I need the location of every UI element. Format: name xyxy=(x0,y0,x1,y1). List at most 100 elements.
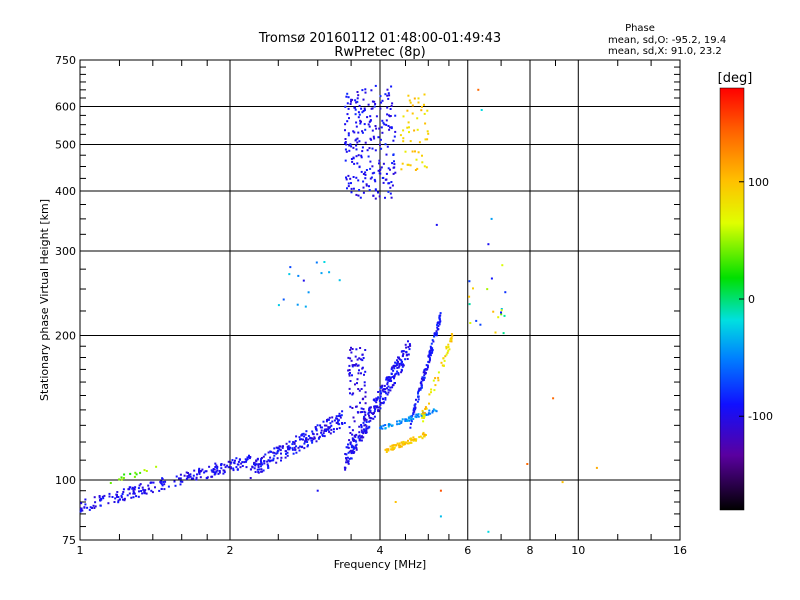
data-point xyxy=(230,461,233,464)
data-point xyxy=(393,375,396,378)
data-point xyxy=(319,426,322,429)
data-point xyxy=(98,495,101,497)
data-point xyxy=(185,471,188,474)
data-point xyxy=(363,373,365,376)
data-point xyxy=(361,150,364,153)
data-point xyxy=(352,157,355,160)
data-point xyxy=(362,110,365,112)
data-point xyxy=(426,109,429,112)
data-point xyxy=(235,457,238,460)
data-point xyxy=(304,433,307,436)
data-point xyxy=(350,191,353,194)
data-point xyxy=(392,153,395,156)
data-point xyxy=(355,348,358,351)
data-point xyxy=(179,480,182,483)
data-point xyxy=(365,183,368,186)
data-point xyxy=(402,129,405,132)
data-point xyxy=(88,508,91,511)
y-tick-label: 400 xyxy=(55,185,76,198)
data-point xyxy=(487,243,490,246)
data-point xyxy=(363,109,366,112)
data-point xyxy=(396,420,398,423)
data-point xyxy=(331,416,334,419)
data-point xyxy=(348,369,351,371)
data-point xyxy=(407,439,409,442)
data-point xyxy=(305,437,308,439)
data-point xyxy=(349,103,352,105)
data-point xyxy=(316,424,319,427)
data-point xyxy=(352,439,355,442)
data-point xyxy=(405,418,408,421)
data-point xyxy=(349,380,352,382)
data-point xyxy=(369,160,372,163)
data-point xyxy=(375,127,378,130)
data-point xyxy=(380,166,383,169)
annotation-line-x: mean, sd,X: 91.0, 23.2 xyxy=(608,46,722,57)
data-point xyxy=(412,411,415,414)
data-point xyxy=(343,422,346,424)
data-point xyxy=(240,462,243,465)
data-point xyxy=(354,113,357,116)
data-point xyxy=(304,440,307,443)
data-point xyxy=(120,496,123,499)
data-point xyxy=(214,471,217,474)
data-point xyxy=(450,333,453,335)
data-point xyxy=(297,446,300,449)
data-point xyxy=(397,360,399,363)
data-point xyxy=(362,417,365,420)
data-point xyxy=(379,395,382,398)
data-point xyxy=(355,125,358,128)
data-point xyxy=(367,123,370,126)
data-point xyxy=(402,140,405,143)
data-point xyxy=(316,489,319,492)
data-point xyxy=(421,161,424,164)
data-point xyxy=(359,347,362,349)
data-point xyxy=(117,499,120,502)
data-point xyxy=(327,428,330,431)
data-point xyxy=(353,420,356,423)
data-point xyxy=(193,469,196,472)
data-point xyxy=(255,463,258,466)
data-point xyxy=(398,364,401,367)
data-point xyxy=(204,470,207,473)
data-point xyxy=(116,493,118,496)
colorbar-tick-label: -100 xyxy=(748,410,773,423)
data-point xyxy=(408,419,411,422)
data-point xyxy=(351,365,354,368)
data-point xyxy=(500,311,502,314)
data-point xyxy=(344,138,347,140)
y-tick-label: 75 xyxy=(62,534,76,547)
data-point xyxy=(415,438,418,441)
data-point xyxy=(375,399,378,401)
data-point xyxy=(155,465,158,468)
data-point xyxy=(355,121,358,124)
data-point xyxy=(398,362,401,365)
data-point xyxy=(344,123,347,126)
data-point xyxy=(164,480,167,483)
data-point xyxy=(404,441,407,444)
data-point xyxy=(374,197,377,200)
data-point xyxy=(415,398,417,401)
data-point xyxy=(398,442,401,445)
data-point xyxy=(237,460,240,463)
data-point xyxy=(356,162,359,165)
data-point xyxy=(395,372,398,375)
data-point xyxy=(359,122,362,125)
x-tick-label: 4 xyxy=(377,544,384,557)
data-point xyxy=(428,351,431,354)
data-point xyxy=(357,436,360,439)
data-point xyxy=(423,376,426,379)
data-point xyxy=(412,439,415,442)
data-point xyxy=(304,305,307,308)
data-point xyxy=(132,489,135,492)
data-point xyxy=(320,429,323,432)
data-point xyxy=(371,172,374,175)
data-point xyxy=(192,477,195,480)
data-point xyxy=(348,364,351,367)
data-point xyxy=(356,91,359,93)
data-point xyxy=(357,111,360,114)
data-point xyxy=(346,446,349,449)
data-point xyxy=(384,143,387,146)
data-point xyxy=(348,149,351,152)
data-point xyxy=(335,415,338,418)
